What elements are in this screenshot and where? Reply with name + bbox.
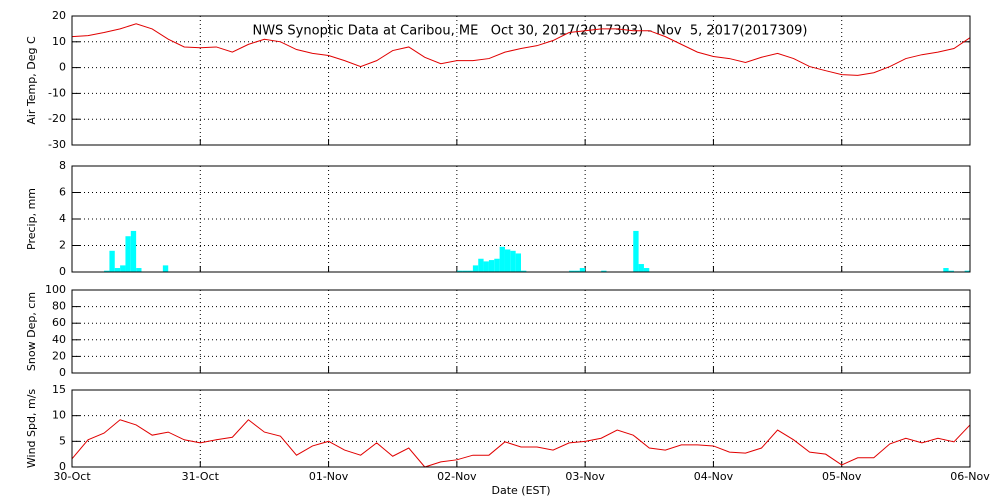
bar <box>109 250 115 272</box>
bar <box>483 261 489 272</box>
y-tick-label: 0 <box>59 265 66 278</box>
bar <box>948 270 954 272</box>
y-tick-label: -30 <box>48 138 66 151</box>
y-tick-label: 6 <box>59 186 66 199</box>
y-tick-label: 80 <box>52 300 66 313</box>
bar <box>638 264 644 272</box>
y-tick-label: 8 <box>59 159 66 172</box>
bar <box>643 268 650 272</box>
y-tick-label: 20 <box>52 9 66 22</box>
x-tick-label: 30-Oct <box>53 470 91 483</box>
x-tick-label: 05-Nov <box>822 470 862 483</box>
bar <box>515 253 521 272</box>
bar <box>130 230 137 272</box>
bar <box>964 270 970 272</box>
x-tick-label: 04-Nov <box>694 470 734 483</box>
y-tick-label: 40 <box>52 333 66 346</box>
y-tick-label: 0 <box>59 366 66 379</box>
y-axis-label: Snow Dep, cm <box>25 292 38 371</box>
bar <box>521 270 527 272</box>
bar <box>943 268 949 272</box>
bar <box>125 236 131 272</box>
bar <box>601 270 607 272</box>
y-tick-label: 4 <box>59 212 66 225</box>
bar <box>574 270 580 272</box>
bar <box>510 250 516 272</box>
bar <box>579 268 586 272</box>
y-tick-label: 0 <box>59 460 66 473</box>
bar <box>499 246 505 272</box>
bar <box>504 249 511 272</box>
plot-frame <box>71 15 971 146</box>
bar <box>120 265 126 272</box>
x-tick-label: 03-Nov <box>565 470 605 483</box>
y-axis-label: Wind Spd, m/s <box>25 389 38 469</box>
x-tick-label: 31-Oct <box>182 470 220 483</box>
plot-frame <box>71 389 971 468</box>
y-tick-label: 100 <box>45 283 66 296</box>
bar <box>114 268 121 272</box>
y-axis-label: Precip, mm <box>25 188 38 250</box>
line <box>71 23 971 76</box>
y-tick-label: 60 <box>52 316 66 329</box>
bar <box>462 270 468 272</box>
bar <box>472 265 479 272</box>
bar <box>467 270 473 272</box>
line <box>71 419 971 468</box>
y-axis-label: Air Temp, Deg C <box>25 36 38 125</box>
bar <box>136 268 142 272</box>
plot-frame <box>71 289 971 374</box>
y-tick-label: 10 <box>52 409 66 422</box>
y-tick-label: 10 <box>52 35 66 48</box>
chart-title: NWS Synoptic Data at Caribou, ME Oct 30,… <box>252 24 807 39</box>
y-tick-label: 20 <box>52 349 66 362</box>
bar <box>104 270 110 272</box>
x-axis-label: Date (EST) <box>491 484 550 497</box>
y-tick-label: 5 <box>59 434 66 447</box>
y-tick-label: 15 <box>52 383 66 396</box>
bar <box>569 270 575 272</box>
x-tick-label: 02-Nov <box>437 470 477 483</box>
bar <box>162 265 169 272</box>
y-tick-label: -20 <box>48 112 66 125</box>
bar <box>494 258 500 272</box>
bar <box>488 260 495 272</box>
x-tick-label: 06-Nov <box>950 470 990 483</box>
bar <box>456 270 463 272</box>
y-tick-label: 2 <box>59 239 66 252</box>
bar <box>478 258 484 272</box>
plot-frame <box>71 165 971 273</box>
y-tick-label: -10 <box>48 86 66 99</box>
x-tick-label: 01-Nov <box>309 470 349 483</box>
bar <box>633 230 639 272</box>
y-tick-label: 0 <box>59 61 66 74</box>
